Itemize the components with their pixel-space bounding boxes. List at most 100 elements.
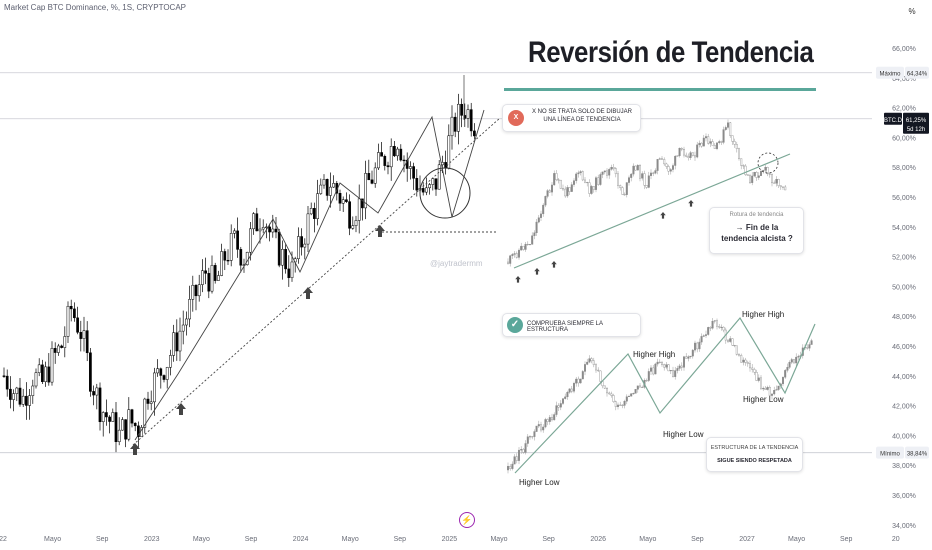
- level-price-tag: [903, 112, 929, 134]
- y-tick-label: 66,00%: [892, 46, 916, 53]
- mini-candle-body: [515, 253, 518, 258]
- mini-candle-body: [746, 362, 749, 364]
- chart-symbol-title[interactable]: Market Cap BTC Dominance, %, 1S, CRYPTOC…: [4, 3, 186, 12]
- mini-candle-body: [592, 186, 595, 190]
- candle-body: [284, 249, 287, 270]
- mini-candle-body: [667, 166, 670, 172]
- mini-candle-body: [700, 336, 703, 343]
- mini-candle-body: [507, 261, 510, 264]
- candle-body: [25, 395, 28, 406]
- mini-candle-body: [553, 414, 556, 421]
- main-title: Reversión de Tendencia: [528, 36, 814, 69]
- y-tick-label: 52,00%: [892, 255, 916, 262]
- x-tick-label: 2023: [144, 536, 160, 543]
- candle-body: [220, 251, 223, 276]
- candle-body: [348, 201, 351, 229]
- candle-body: [457, 103, 460, 132]
- wrong-card-text: X NO SE TRATA SOLO DE DIBUJAR UNA LÍNEA …: [531, 109, 633, 123]
- y-tick-label: 46,00%: [892, 344, 916, 351]
- time-axis[interactable]: 22 Mayo Sep 2023 Mayo Sep 2024 Mayo Sep 2025 Mayo S…: [0, 536, 900, 543]
- mini-candle-body: [768, 387, 771, 396]
- mini-candle-body: [683, 149, 686, 156]
- mini-candle-body: [702, 137, 705, 147]
- mini-candle-body: [509, 255, 512, 264]
- higher-low-label-1: Higher Low: [663, 430, 704, 439]
- candle-body: [233, 230, 236, 234]
- mini-candle-body: [590, 358, 593, 362]
- candle-body: [2, 375, 6, 377]
- mini-candle-body: [738, 354, 741, 356]
- wrong-card: X X NO SE TRATA SOLO DE DIBUJAR UNA LÍNE…: [502, 104, 641, 132]
- mini-candle-body: [751, 175, 754, 183]
- mini-candle-body: [540, 424, 543, 431]
- y-tick-label: 34,00%: [892, 523, 916, 530]
- mini-candle-body: [740, 158, 743, 166]
- mini-candle-body: [777, 179, 780, 186]
- price-axis[interactable]: 66,00% 64,00% 62,00% 60,00% 58,00% 56,00% 54,0…: [876, 46, 929, 530]
- candle-body: [9, 388, 12, 400]
- check-circle-icon: ✓: [507, 317, 523, 333]
- mini-candle-body: [520, 449, 523, 451]
- mini-candle-body: [698, 142, 701, 146]
- up-arrow-icon: [688, 200, 694, 207]
- candle-body: [255, 213, 259, 232]
- candle-body: [380, 152, 383, 157]
- level-price-tag: [905, 446, 929, 459]
- candle-body: [447, 135, 451, 169]
- y-tick-label: 48,00%: [892, 314, 916, 321]
- candle-body: [281, 249, 284, 266]
- mini-candle-body: [654, 363, 657, 375]
- candle-body: [268, 226, 271, 233]
- mini-candle-body: [524, 443, 527, 453]
- mini-candle-body: [683, 356, 686, 368]
- candle-body: [469, 109, 473, 132]
- mini-candle-body: [533, 232, 536, 236]
- candle-body: [194, 284, 198, 297]
- mini-candle-body: [672, 165, 675, 170]
- candlestick-series: [2, 93, 476, 453]
- y-tick-label: 38,00%: [892, 463, 916, 470]
- mini-candle-body: [797, 356, 800, 358]
- candle-body: [258, 228, 262, 232]
- level-tag: [876, 446, 904, 459]
- candle-body: [137, 425, 140, 438]
- candle-body: [169, 355, 172, 368]
- mini-candle-body: [595, 177, 598, 190]
- mini-candle-body: [522, 449, 525, 453]
- mini-candle-body: [630, 173, 633, 178]
- mini-candle-body: [729, 122, 732, 136]
- mini-candle-body: [540, 213, 543, 218]
- percent-scale-button[interactable]: %: [908, 7, 916, 16]
- break-circle: [757, 152, 779, 174]
- y-tick-label: 60,00%: [892, 135, 916, 142]
- y-tick-label: 58,00%: [892, 165, 916, 172]
- mini-candle-body: [606, 388, 609, 394]
- right-card: ✓ COMPRUEBA SIEMPRE LA ESTRUCTURA: [502, 313, 641, 337]
- candle-body: [473, 130, 476, 137]
- mini-candle-body: [636, 164, 639, 171]
- mini-candle-body: [632, 393, 635, 395]
- mini-candle-body: [579, 171, 582, 174]
- candle-body: [73, 308, 76, 319]
- mini-candle-body: [586, 361, 589, 365]
- mini-candle-body: [727, 122, 730, 128]
- mini-candle-body: [674, 155, 677, 166]
- mini-candle-body: [597, 369, 600, 372]
- x-tick-label: Sep: [691, 536, 704, 543]
- trend-drawings: [132, 75, 501, 446]
- mini-candle-body: [511, 463, 514, 469]
- mini-candle-body: [654, 170, 657, 174]
- candle-body: [405, 159, 409, 169]
- candle-body: [431, 178, 435, 185]
- mini-candle-body: [742, 165, 745, 167]
- mini-candle-body: [652, 172, 655, 174]
- level-tag: [876, 66, 904, 79]
- highlight-circle: [419, 167, 471, 219]
- higher-low-label-2: Higher Low: [743, 395, 784, 404]
- mini-candle-body: [680, 148, 683, 150]
- mini-candle-body: [634, 389, 637, 394]
- bolt-icon[interactable]: ⚡: [459, 512, 475, 528]
- mini-candle-body: [573, 180, 576, 185]
